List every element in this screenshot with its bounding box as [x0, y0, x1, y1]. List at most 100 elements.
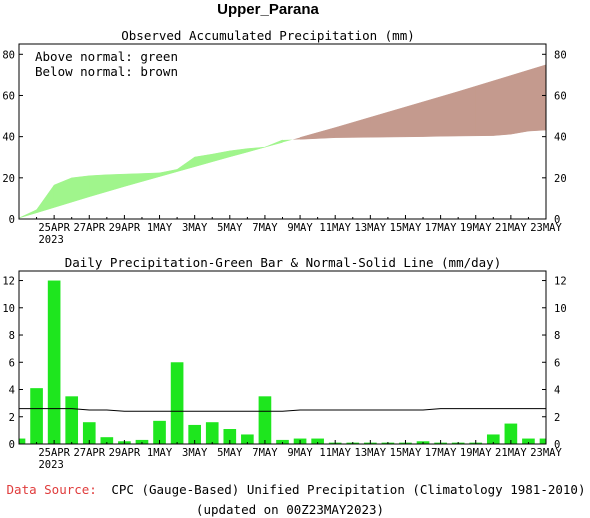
- anomaly-band: [405, 101, 424, 138]
- x-tick-label: 1MAY: [147, 447, 173, 459]
- y-tick-label-left: 12: [2, 276, 15, 288]
- anomaly-band: [317, 127, 336, 139]
- data-source-label: Data Source:: [7, 482, 97, 497]
- x-tick-label: 11MAY: [319, 447, 351, 459]
- x-tick-label: 7MAY: [252, 222, 278, 234]
- x-tick-label: 29APR: [109, 222, 141, 234]
- daily-plot-frame: [18, 270, 547, 445]
- x-tick-label: 15MAY: [390, 222, 422, 234]
- anomaly-band: [159, 169, 178, 177]
- accumulated-areas: [18, 64, 547, 219]
- anomaly-band: [352, 116, 371, 138]
- anomaly-band: [106, 173, 125, 192]
- anomaly-band: [71, 175, 90, 203]
- anomaly-band: [89, 174, 108, 198]
- x-tick-label: 5MAY: [217, 447, 243, 459]
- x-tick-label: 19MAY: [460, 447, 492, 459]
- anomaly-band: [292, 137, 301, 140]
- y-tick-label-right: 60: [554, 90, 567, 102]
- anomaly-band: [457, 85, 476, 137]
- y-tick-label-left: 0: [9, 439, 15, 451]
- data-source-line: Data Source: CPC (Gauge-Based) Unified P…: [7, 482, 586, 497]
- y-tick-label-right: 2: [554, 412, 560, 424]
- anomaly-band: [124, 173, 143, 187]
- x-tick-label: 3MAY: [182, 222, 208, 234]
- daily-bar: [258, 396, 272, 444]
- y-tick-label-left: 80: [2, 49, 15, 61]
- anomaly-band: [247, 146, 266, 153]
- x-tick-label: 17MAY: [425, 222, 457, 234]
- y-tick-label-left: 6: [9, 357, 15, 369]
- anomaly-band: [264, 139, 283, 148]
- anomaly-band: [36, 184, 55, 214]
- daily-bar: [522, 438, 535, 444]
- x-tick-label: 29APR: [109, 447, 141, 459]
- y-tick-label-right: 40: [554, 132, 567, 144]
- anomaly-band: [299, 132, 318, 140]
- x-tick-label: 5MAY: [217, 222, 243, 234]
- daily-bar: [47, 280, 61, 444]
- x-year-label: 2023: [38, 459, 63, 471]
- anomaly-band: [475, 80, 494, 137]
- y-tick-label-right: 0: [554, 214, 560, 226]
- x-tick-label: 15MAY: [390, 447, 422, 459]
- y-tick-label-left: 0: [9, 214, 15, 226]
- accumulated-chart-title: Observed Accumulated Precipitation (mm): [121, 28, 415, 43]
- daily-axes: 0 0 2 2 4 4 6 6 8 8 10 10 12 12 25APR 27APR 29APR 1MAY 3MA…: [2, 276, 566, 471]
- y-tick-label-left: 8: [9, 330, 15, 342]
- daily-chart: Daily Precipitation-Green Bar & Normal-S…: [2, 255, 566, 471]
- daily-bar: [486, 434, 500, 444]
- x-tick-label: 19MAY: [460, 222, 492, 234]
- daily-bar: [205, 422, 219, 444]
- anomaly-band: [334, 122, 354, 138]
- anomaly-band: [53, 177, 72, 208]
- anomaly-band: [493, 75, 512, 136]
- anomaly-band: [18, 209, 37, 219]
- page-title: Upper_Parana: [217, 1, 319, 18]
- y-tick-label-left: 40: [2, 132, 15, 144]
- x-tick-label: 17MAY: [425, 447, 457, 459]
- y-tick-label-right: 0: [554, 439, 560, 451]
- anomaly-band: [229, 148, 248, 158]
- anomaly-band: [370, 111, 389, 138]
- accumulated-axes: 0 0 20 20 40 40 60 60 80 80 25APR 27APR 29APR 1MAY 3MA…: [2, 49, 566, 246]
- x-tick-label: 25APR: [38, 222, 70, 234]
- y-tick-label-right: 20: [554, 173, 567, 185]
- daily-chart-title: Daily Precipitation-Green Bar & Normal-S…: [65, 255, 502, 270]
- anomaly-band: [528, 64, 547, 132]
- anomaly-band: [176, 156, 195, 172]
- daily-bar: [241, 434, 254, 444]
- daily-bar: [223, 429, 237, 444]
- y-tick-label-right: 8: [554, 330, 560, 342]
- daily-bar: [30, 388, 43, 444]
- daily-bar: [188, 424, 201, 444]
- y-tick-label-right: 6: [554, 357, 560, 369]
- x-tick-label: 7MAY: [252, 447, 278, 459]
- daily-bar: [135, 439, 149, 444]
- daily-bar: [19, 438, 26, 444]
- daily-bar: [100, 437, 114, 444]
- y-tick-label-left: 4: [9, 385, 15, 397]
- x-tick-label: 21MAY: [495, 222, 527, 234]
- daily-normal-line: [19, 408, 546, 412]
- data-source-text: CPC (Gauge-Based) Unified Precipitation …: [111, 482, 585, 497]
- x-tick-label: 9MAY: [287, 447, 313, 459]
- y-tick-label-right: 12: [554, 276, 567, 288]
- y-tick-label-right: 10: [554, 303, 567, 315]
- y-tick-label-left: 20: [2, 173, 15, 185]
- anomaly-band: [387, 106, 406, 138]
- anomaly-band: [440, 91, 459, 137]
- daily-bar: [82, 422, 96, 444]
- daily-bars: [19, 280, 546, 444]
- updated-note: (updated on 00Z23MAY2023): [196, 502, 384, 517]
- daily-bar: [504, 423, 518, 444]
- accumulated-chart: Observed Accumulated Precipitation (mm) …: [2, 28, 566, 246]
- daily-bar: [170, 362, 184, 444]
- x-tick-label: 21MAY: [495, 447, 527, 459]
- x-tick-label: 25APR: [38, 447, 70, 459]
- anomaly-band: [211, 150, 231, 163]
- x-year-label: 2023: [38, 234, 63, 246]
- annotation-above-normal: Above normal: green: [35, 49, 178, 64]
- anomaly-band: [194, 153, 213, 168]
- daily-bar: [153, 420, 166, 444]
